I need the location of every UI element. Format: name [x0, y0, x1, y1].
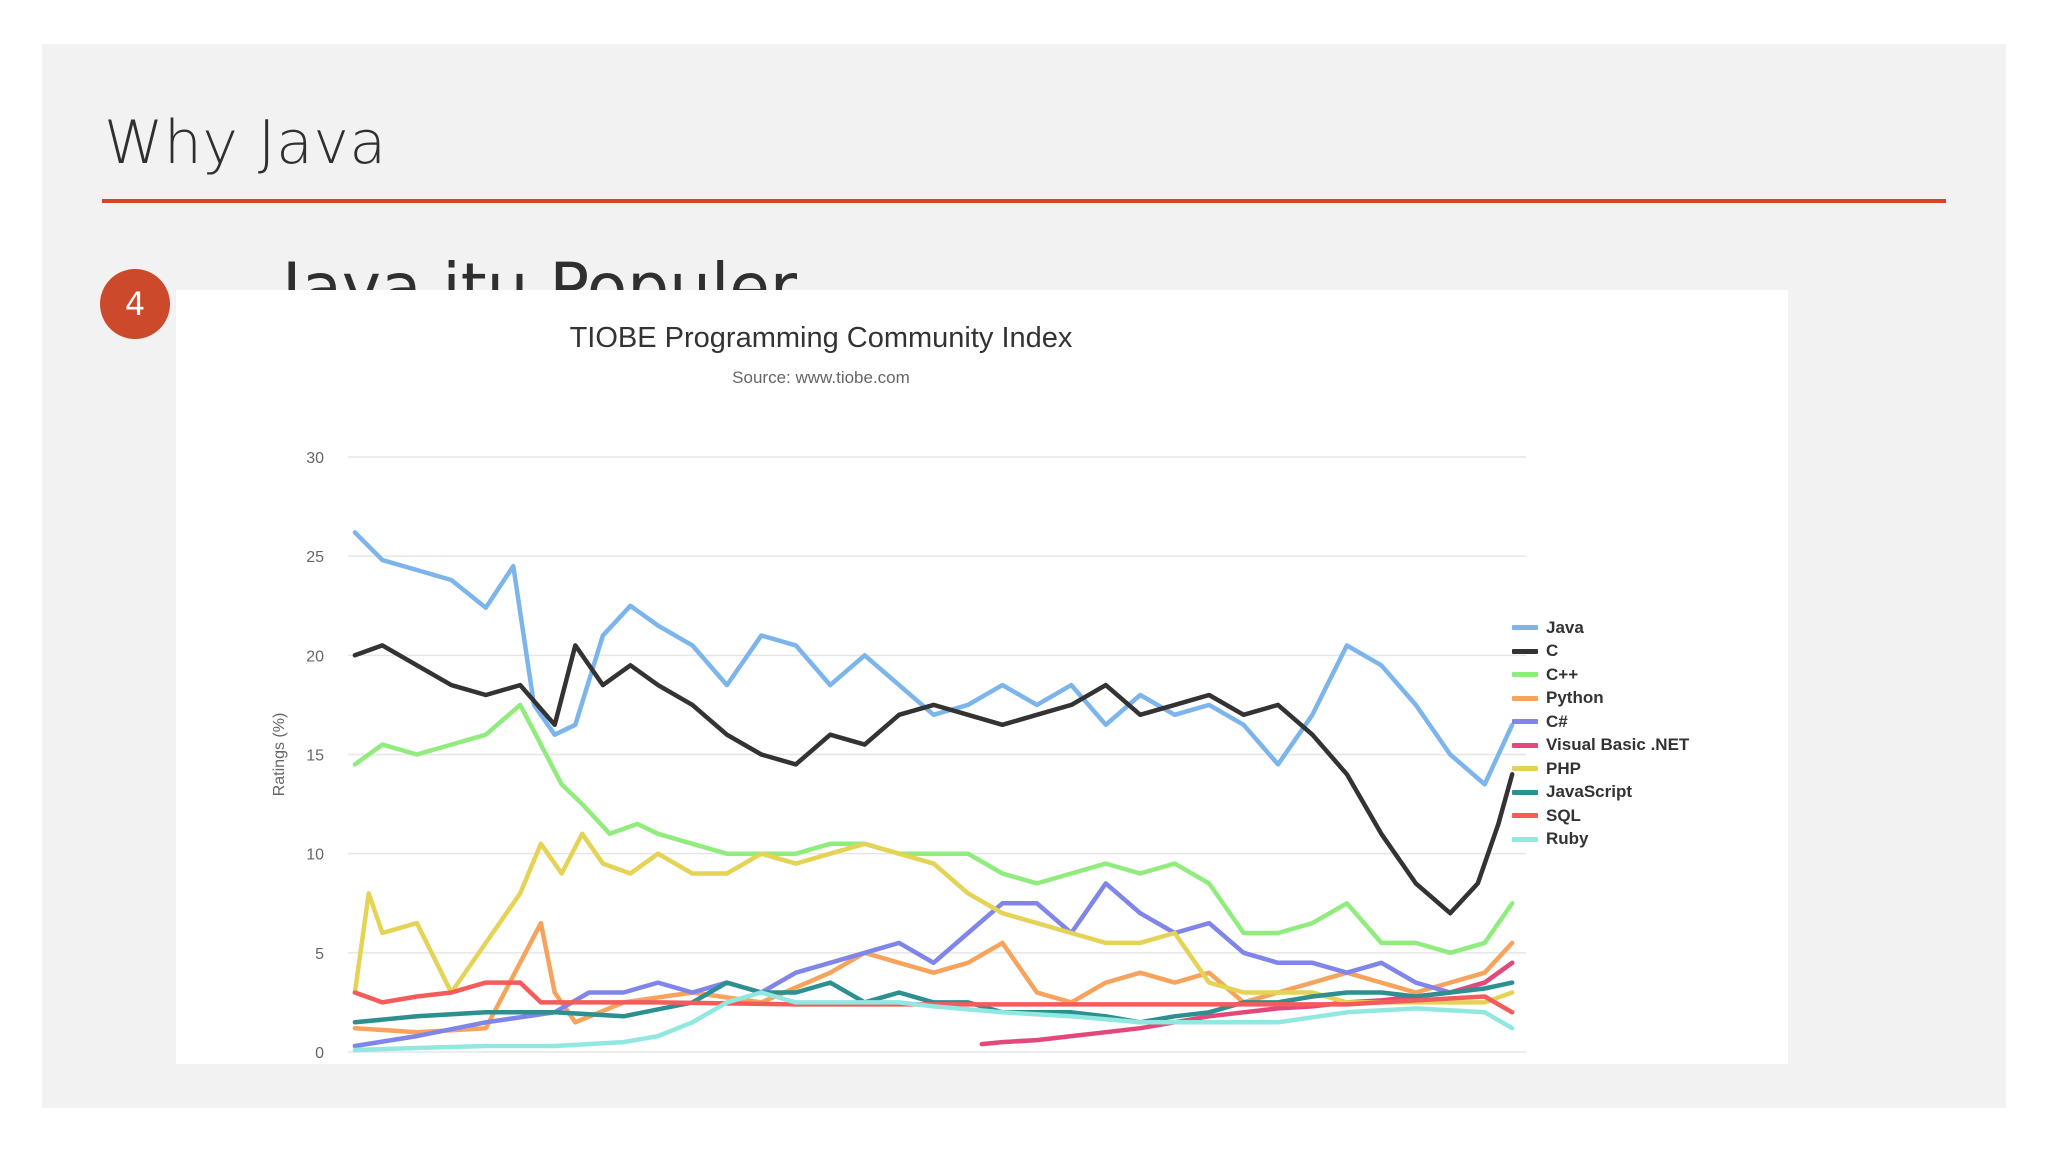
legend-swatch — [1512, 742, 1538, 748]
legend-item-java: Java — [1512, 616, 1689, 640]
series-line-python — [352, 920, 1515, 1035]
legend-label: Java — [1546, 617, 1584, 637]
series-line-c — [352, 881, 1515, 1049]
y-tick-label: 0 — [315, 1045, 324, 1062]
legend-swatch — [1512, 766, 1538, 772]
y-tick-label: 5 — [315, 946, 324, 963]
y-tick-label: 15 — [306, 748, 324, 765]
chart-title: TIOBE Programming Community Index — [569, 322, 1073, 354]
y-axis-label: Ratings (%) — [271, 713, 288, 797]
legend-swatch — [1512, 789, 1538, 795]
legend-label: JavaScript — [1546, 782, 1632, 802]
legend-swatch — [1512, 836, 1538, 842]
series-line-c — [352, 702, 1515, 956]
legend-label: C — [1546, 641, 1559, 661]
chart-legend: Java C C++ Python C# Visual Basic .NET PHP Java… — [1512, 616, 1689, 851]
legend-label: Python — [1546, 688, 1604, 708]
legend-item-php: PHP — [1512, 757, 1689, 781]
y-tick-label: 30 — [306, 450, 324, 467]
legend-item-c: C# — [1512, 710, 1689, 734]
y-tick-label: 25 — [306, 549, 324, 566]
series-line-ruby — [352, 990, 1515, 1053]
legend-swatch — [1512, 719, 1538, 725]
legend-swatch — [1512, 648, 1538, 654]
legend-item-python: Python — [1512, 687, 1689, 711]
legend-label: C++ — [1546, 664, 1579, 684]
line-chart: 0510152025302002200420062008201020122014… — [271, 450, 1526, 1062]
legend-item-ruby: Ruby — [1512, 828, 1689, 852]
bullet-number-badge: 4 — [100, 269, 170, 339]
series-line-c — [352, 643, 1515, 916]
legend-item-sql: SQL — [1512, 804, 1689, 828]
y-tick-label: 10 — [306, 847, 324, 864]
legend-label: Ruby — [1546, 829, 1589, 849]
legend-label: C# — [1546, 711, 1568, 731]
slide-title: Why Java — [104, 108, 387, 178]
legend-swatch — [1512, 695, 1538, 701]
legend-swatch — [1512, 813, 1538, 819]
legend-label: Visual Basic .NET — [1546, 735, 1690, 755]
title-divider — [102, 199, 1946, 203]
chart-image: TIOBE Programming Community Index Source… — [176, 290, 1788, 1064]
legend-item-c: C — [1512, 640, 1689, 664]
legend-item-javascript: JavaScript — [1512, 781, 1689, 805]
legend-item-c: C++ — [1512, 663, 1689, 687]
y-tick-label: 20 — [306, 648, 324, 665]
series-line-php — [352, 831, 1515, 1005]
series-line-java — [352, 530, 1515, 787]
legend-swatch — [1512, 672, 1538, 678]
legend-label: SQL — [1546, 805, 1581, 825]
legend-item-visual-basic-net: Visual Basic .NET — [1512, 734, 1689, 758]
legend-swatch — [1512, 625, 1538, 631]
legend-label: PHP — [1546, 758, 1581, 778]
chart-subtitle: Source: www.tiobe.com — [732, 368, 910, 387]
